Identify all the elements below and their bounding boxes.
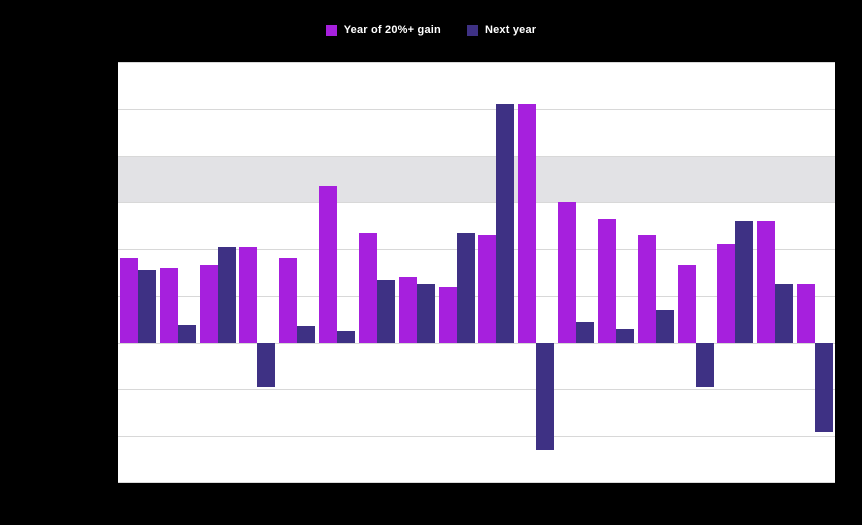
legend-item-next-year: Next year [466, 24, 537, 36]
bar-gain-year [199, 265, 218, 343]
bar-next-year [815, 342, 833, 432]
bar-next-year [416, 284, 435, 343]
bar-next-year [297, 326, 316, 343]
bar-next-year [137, 270, 156, 343]
plot-area [118, 62, 835, 483]
bar-gain-year [438, 286, 457, 343]
bar-gain-year [239, 246, 258, 343]
gridline [118, 436, 835, 438]
bar-next-year [655, 309, 674, 343]
bar-gain-year [398, 277, 417, 343]
bar-next-year [576, 321, 594, 343]
bar-gain-year [637, 235, 656, 343]
bar-gain-year [518, 104, 537, 343]
gridline [118, 249, 835, 251]
gain-year-swatch-icon [325, 24, 337, 36]
bar-gain-year [757, 221, 776, 343]
legend: Year of 20%+ gain Next year [0, 24, 862, 36]
bar-next-year [775, 284, 794, 343]
bar-gain-year [478, 235, 497, 343]
highlight-band [118, 155, 835, 203]
gridline [118, 202, 835, 204]
bar-next-year [456, 232, 475, 343]
gridline [118, 62, 835, 63]
gridline [118, 108, 835, 110]
bar-gain-year [597, 218, 616, 343]
bar-next-year [257, 342, 276, 388]
bar-gain-year [319, 185, 338, 343]
bar-gain-year [279, 258, 298, 343]
bar-gain-year [558, 202, 577, 343]
next-year-legend-label: Next year [484, 24, 537, 36]
bar-next-year [536, 342, 555, 451]
legend-item-gain-year: Year of 20%+ gain [325, 24, 441, 36]
gridline [118, 342, 835, 344]
bar-next-year [496, 104, 515, 343]
gridline [118, 389, 835, 391]
bar-next-year [615, 328, 634, 343]
next-year-swatch-icon [466, 24, 478, 36]
bar-gain-year [358, 232, 377, 343]
bar-gain-year [717, 244, 736, 343]
gridline [118, 295, 835, 297]
bar-next-year [376, 279, 395, 343]
gridline [118, 155, 835, 157]
bar-gain-year [159, 267, 178, 343]
bar-next-year [177, 324, 196, 343]
bar-next-year [337, 330, 355, 343]
bar-next-year [735, 221, 754, 343]
bar-next-year [695, 342, 714, 388]
bar-gain-year [119, 258, 138, 343]
gain-year-legend-label: Year of 20%+ gain [343, 24, 441, 36]
bar-next-year [217, 246, 236, 343]
bar-gain-year [677, 265, 696, 343]
bar-gain-year [797, 284, 816, 343]
gridline [118, 482, 835, 483]
